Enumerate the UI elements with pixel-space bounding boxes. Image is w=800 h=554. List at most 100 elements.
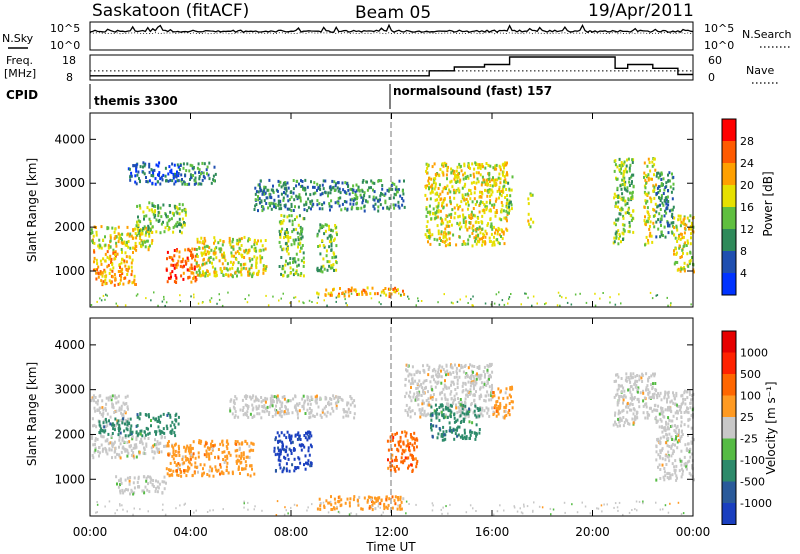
- data-cell: [297, 205, 300, 209]
- data-cell: [685, 223, 688, 227]
- data-cell: [617, 229, 620, 233]
- data-cell: [508, 393, 511, 397]
- data-cell: [285, 412, 288, 416]
- data-cell: [432, 374, 435, 378]
- data-cell: [431, 435, 434, 439]
- data-cell: [480, 373, 483, 377]
- data-cell: [464, 437, 467, 441]
- data-cell: [168, 218, 171, 222]
- data-cell: [238, 459, 241, 463]
- data-cell: [288, 207, 291, 211]
- data-cell: [377, 179, 380, 183]
- data-cell: [689, 250, 692, 254]
- data-cell: [155, 446, 158, 450]
- data-cell: [262, 405, 265, 409]
- data-cell: [266, 405, 269, 409]
- data-cell: [659, 220, 662, 224]
- data-cell: [409, 390, 412, 394]
- data-cell: [273, 449, 276, 453]
- data-cell: [414, 398, 417, 402]
- data-cell: [445, 203, 448, 207]
- data-cell: [688, 459, 691, 463]
- data-cell: [149, 220, 152, 223]
- data-cell: [158, 450, 160, 454]
- data-cell: [257, 399, 260, 403]
- data-cell: [101, 271, 104, 275]
- data-cell: [335, 404, 338, 408]
- data-cell: [319, 193, 322, 197]
- data-cell: [141, 231, 144, 235]
- data-cell: [176, 463, 178, 467]
- data-cell: [429, 210, 432, 214]
- data-cell: [290, 243, 293, 247]
- data-cell: [102, 421, 105, 425]
- data-cell: [162, 427, 165, 431]
- data-cell: [303, 217, 306, 221]
- data-cell: [574, 293, 577, 296]
- data-cell: [449, 190, 452, 194]
- data-cell: [321, 226, 324, 229]
- nave-tick-bottom: 0: [708, 71, 715, 84]
- data-cell: [691, 256, 693, 259]
- data-cell: [331, 266, 334, 270]
- data-cell: [620, 208, 623, 212]
- data-cell: [643, 219, 646, 223]
- data-cell: [372, 197, 375, 201]
- data-cell: [302, 264, 305, 268]
- data-cell: [316, 182, 319, 186]
- data-cell: [192, 255, 195, 259]
- data-cell: [280, 409, 283, 413]
- data-cell: [529, 225, 532, 229]
- data-cell: [108, 419, 110, 423]
- data-cell: [118, 236, 121, 240]
- data-cell: [223, 251, 225, 255]
- data-cell: [506, 198, 509, 202]
- data-cell: [500, 389, 502, 393]
- data-cell: [221, 243, 224, 247]
- data-cell: [226, 268, 229, 272]
- data-cell: [397, 204, 400, 208]
- data-cell: [328, 202, 331, 206]
- data-cell: [413, 441, 416, 445]
- data-cell: [237, 465, 240, 469]
- data-cell: [680, 449, 683, 453]
- data-cell: [474, 228, 477, 231]
- data-cell: [197, 470, 199, 474]
- data-cell: [161, 300, 164, 303]
- data-cell: [139, 440, 142, 444]
- data-cell: [153, 215, 156, 219]
- data-cell: [657, 392, 659, 396]
- data-cell: [393, 182, 396, 186]
- data-cell: [191, 166, 194, 170]
- data-cell: [502, 162, 505, 166]
- data-cell: [374, 507, 377, 511]
- data-cell: [506, 201, 509, 205]
- data-cell: [660, 233, 663, 237]
- data-cell: [452, 171, 455, 175]
- data-cell: [644, 403, 647, 406]
- data-cell: [181, 209, 184, 213]
- data-cell: [628, 224, 631, 228]
- data-cell: [691, 464, 693, 468]
- data-cell: [316, 302, 318, 304]
- data-cell: [263, 187, 266, 191]
- data-cell: [494, 214, 497, 218]
- data-cell: [96, 402, 99, 406]
- data-cell: [463, 412, 466, 416]
- data-cell: [311, 301, 313, 303]
- data-cell: [185, 474, 188, 478]
- data-cell: [283, 397, 286, 401]
- data-cell: [239, 270, 242, 274]
- data-cell: [480, 408, 483, 412]
- data-cell: [488, 236, 491, 240]
- data-cell: [615, 235, 618, 239]
- data-cell: [502, 209, 505, 213]
- data-cell: [471, 216, 474, 219]
- data-cell: [190, 265, 193, 269]
- data-cell: [188, 451, 191, 455]
- data-cell: [328, 403, 331, 407]
- data-cell: [506, 173, 509, 177]
- data-cell: [102, 257, 105, 261]
- data-cell: [243, 235, 246, 239]
- data-cell: [254, 246, 257, 250]
